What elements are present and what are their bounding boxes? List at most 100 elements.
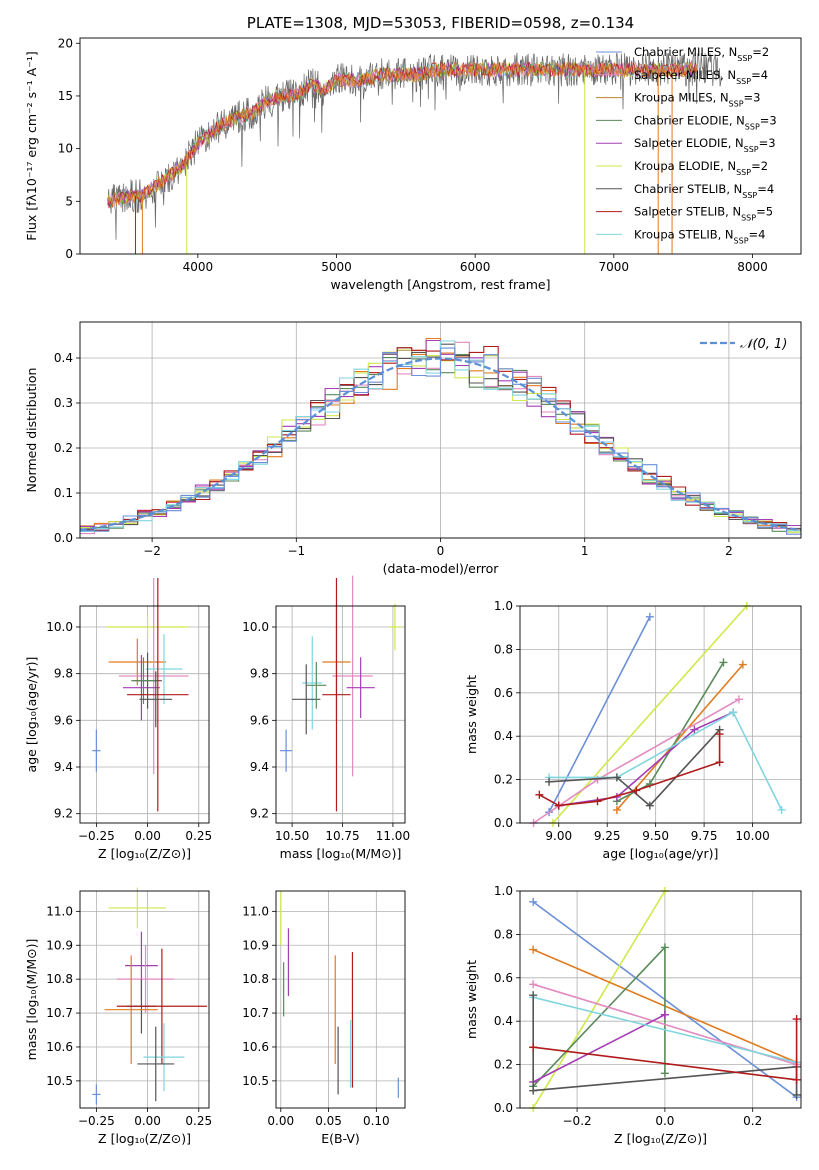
weight-point-marker [660, 1010, 669, 1019]
weight-point-marker [792, 1015, 801, 1024]
x-tick-label: 0.25 [185, 1114, 212, 1128]
weight-point-marker [545, 777, 554, 786]
y-tick-label: 0.0 [494, 1101, 513, 1115]
y-tick-label: 9.2 [250, 807, 269, 821]
p4-plot-frame [275, 605, 406, 824]
weight-point-marker [529, 945, 538, 954]
x-tick-label: 6000 [460, 260, 491, 274]
weight-point-marker [632, 786, 641, 795]
x-tick-label: 0.25 [185, 829, 212, 843]
y-tick-label: 10.7 [46, 1006, 73, 1020]
x-tick-label: 1 [581, 544, 589, 558]
y-tick-label: 1.0 [494, 599, 513, 613]
x-tick-label: 9.00 [545, 829, 572, 843]
spectrum-plot-frame [79, 37, 802, 255]
weight-series-line [616, 664, 744, 811]
x-tick-label: 4000 [183, 260, 214, 274]
y-tick-label: 0.2 [54, 441, 73, 455]
y-axis-label: mass weight [464, 960, 479, 1039]
x-tick-label: 0.10 [363, 1114, 390, 1128]
y-tick-label: 10.9 [46, 938, 73, 952]
x-tick-label: −0.25 [78, 1114, 115, 1128]
x-tick-label: 0.2 [743, 1114, 762, 1128]
x-axis-label: E(B-V) [321, 1131, 360, 1146]
x-tick-label: 10.00 [735, 829, 769, 843]
spectrum-series-line [107, 61, 698, 205]
x-tick-label: 0.00 [134, 1114, 161, 1128]
x-tick-label: 2 [725, 544, 733, 558]
x-tick-label: 8000 [737, 260, 768, 274]
spectrum-series-line [107, 61, 698, 204]
y-tick-label: 0.8 [494, 642, 513, 656]
weight-point-marker [645, 801, 654, 810]
legend-entry: Chabrier ELODIE, NSSP=3 [634, 113, 777, 130]
weight-point-marker [738, 660, 747, 669]
weight-point-marker [529, 980, 538, 989]
weight-point-marker [529, 897, 538, 906]
y-tick-label: 0.0 [494, 816, 513, 830]
weight-point-marker [690, 725, 699, 734]
weight-point-marker [792, 1090, 801, 1099]
y-tick-label: 10.6 [242, 1040, 269, 1054]
y-tick-label: 10.5 [242, 1074, 269, 1088]
legend-entry: Kroupa MILES, NSSP=3 [634, 91, 760, 109]
y-tick-label: 10.9 [242, 938, 269, 952]
x-tick-label: −1 [287, 544, 305, 558]
x-tick-label: 0.05 [315, 1114, 342, 1128]
y-axis-label: age [log₁₀(age/yr)] [24, 657, 39, 773]
weight-point-marker [792, 1075, 801, 1084]
y-tick-label: 9.8 [54, 667, 73, 681]
x-tick-label: 10.50 [275, 829, 309, 843]
weight-point-marker [729, 708, 738, 717]
weight-point-marker [734, 695, 743, 704]
y-tick-label: 11.0 [242, 904, 269, 918]
y-tick-label: 20 [58, 36, 73, 50]
weight-point-marker [529, 991, 538, 1000]
y-tick-label: 0.4 [494, 1014, 513, 1028]
y-tick-label: 15 [58, 89, 73, 103]
legend-entry: Salpeter MILES, NSSP=4 [634, 68, 768, 86]
x-tick-label: −0.2 [563, 1114, 592, 1128]
x-axis-label: wavelength [Angstrom, rest frame] [330, 277, 550, 292]
weight-point-marker [554, 801, 563, 810]
legend-entry: Salpeter STELIB, NSSP=5 [634, 205, 773, 223]
y-tick-label: 1.0 [494, 884, 513, 898]
y-tick-label: 5 [65, 194, 73, 208]
y-tick-label: 0.6 [494, 971, 513, 985]
weight-series-line [558, 711, 734, 807]
weight-point-marker [715, 758, 724, 767]
y-tick-label: 10 [58, 142, 73, 156]
x-tick-label: 9.25 [594, 829, 621, 843]
histogram-series-step [80, 347, 801, 535]
y-tick-label: 9.4 [250, 760, 269, 774]
y-tick-label: 0.3 [54, 396, 73, 410]
chart-title: PLATE=1308, MJD=53053, FIBERID=0598, z=0… [247, 14, 634, 32]
weight-series-line [532, 1013, 666, 1083]
residual-plot-frame [79, 321, 802, 539]
x-axis-label: age [log₁₀(age/yr)] [603, 846, 719, 861]
x-axis-label: Z [log₁₀(Z/Z⊙)] [98, 1131, 191, 1146]
x-tick-label: 0.0 [655, 1114, 674, 1128]
weight-series-line [616, 661, 725, 803]
x-axis-label: Z [log₁₀(Z/Z⊙)] [98, 846, 191, 861]
weight-point-marker [777, 805, 786, 814]
y-axis-label: Flux [fλ10⁻¹⁷ erg cm⁻² s⁻¹ A⁻¹] [24, 51, 39, 240]
weight-series-line [552, 605, 748, 824]
weight-series-line [549, 711, 783, 811]
p7-plot-frame [275, 890, 406, 1109]
y-axis-label: mass [log₁₀(M/M⊙)] [24, 939, 39, 1061]
y-tick-label: 11.0 [46, 904, 73, 918]
legend-entry: Chabrier MILES, NSSP=2 [634, 45, 769, 63]
y-tick-label: 10.8 [242, 972, 269, 986]
legend-entry: Kroupa ELODIE, NSSP=2 [634, 159, 768, 177]
p6-plot-frame [79, 890, 210, 1109]
x-tick-label: 0.00 [267, 1114, 294, 1128]
y-tick-label: 10.6 [46, 1040, 73, 1054]
y-tick-label: 9.8 [250, 667, 269, 681]
x-tick-label: 9.75 [691, 829, 718, 843]
normal-curve-line [79, 357, 802, 532]
y-tick-label: 10.7 [242, 1006, 269, 1020]
y-tick-label: 0.4 [54, 351, 73, 365]
x-tick-label: 0.00 [134, 829, 161, 843]
